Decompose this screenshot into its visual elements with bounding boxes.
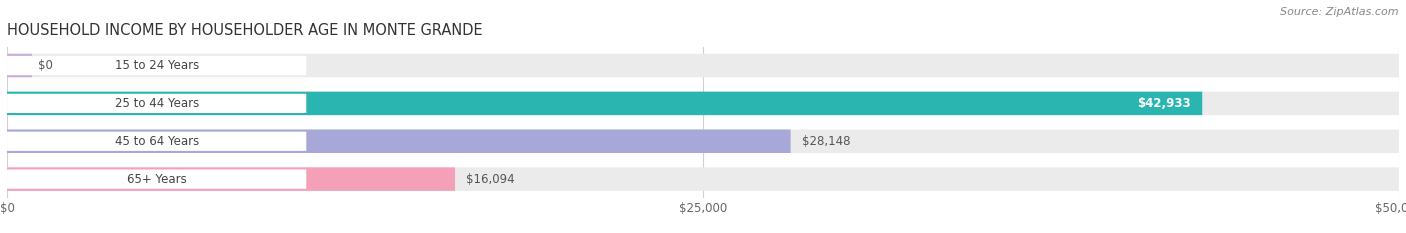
Text: 25 to 44 Years: 25 to 44 Years — [114, 97, 198, 110]
FancyBboxPatch shape — [7, 92, 1399, 115]
FancyBboxPatch shape — [7, 169, 307, 189]
Text: $16,094: $16,094 — [467, 173, 515, 186]
Text: Source: ZipAtlas.com: Source: ZipAtlas.com — [1281, 7, 1399, 17]
Text: 45 to 64 Years: 45 to 64 Years — [114, 135, 198, 148]
Text: 65+ Years: 65+ Years — [127, 173, 187, 186]
FancyBboxPatch shape — [7, 130, 790, 153]
Text: $0: $0 — [38, 59, 52, 72]
Text: HOUSEHOLD INCOME BY HOUSEHOLDER AGE IN MONTE GRANDE: HOUSEHOLD INCOME BY HOUSEHOLDER AGE IN M… — [7, 24, 482, 38]
FancyBboxPatch shape — [7, 167, 456, 191]
FancyBboxPatch shape — [7, 130, 1399, 153]
FancyBboxPatch shape — [7, 167, 1399, 191]
FancyBboxPatch shape — [7, 94, 307, 113]
FancyBboxPatch shape — [7, 132, 307, 151]
FancyBboxPatch shape — [7, 54, 32, 77]
FancyBboxPatch shape — [7, 56, 307, 75]
Text: $42,933: $42,933 — [1137, 97, 1191, 110]
FancyBboxPatch shape — [7, 92, 1202, 115]
Text: 15 to 24 Years: 15 to 24 Years — [114, 59, 198, 72]
FancyBboxPatch shape — [7, 54, 1399, 77]
Text: $28,148: $28,148 — [801, 135, 851, 148]
